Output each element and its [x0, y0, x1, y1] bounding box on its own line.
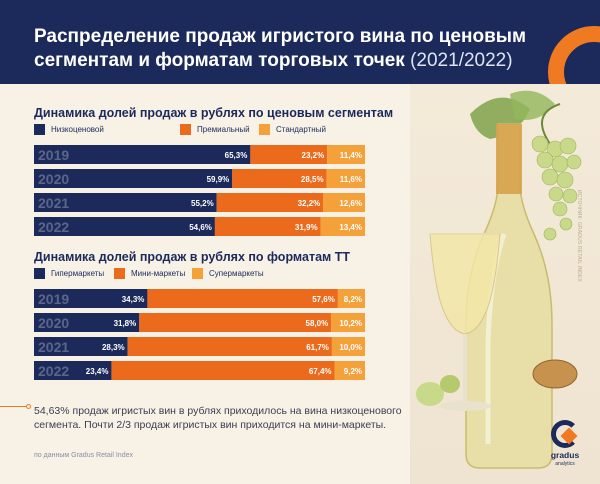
chart1-year-2022: 2022 — [38, 219, 69, 235]
chart2-legend-swatch-2 — [114, 268, 125, 279]
header-banner: Распределение продаж игристого вина по ц… — [0, 0, 600, 84]
chart1-bar-2020-1 — [34, 169, 233, 188]
chart2-bar-2022-2 — [111, 361, 335, 380]
chart1-legend-swatch-1 — [34, 124, 45, 135]
chart1-bar-2019-2 — [250, 145, 328, 164]
summary-divider — [0, 406, 26, 407]
gradus-logo: gradus analytics — [545, 420, 585, 472]
chart1-bar-2020-2 — [232, 169, 327, 188]
chart2-label-2019-1: 34,3% — [122, 295, 145, 304]
chart1-bar-2022-1 — [34, 217, 215, 236]
chart1-legend-item-1: Низкоценовой — [34, 124, 104, 135]
chart2-label-2020-2: 58,0% — [306, 319, 329, 328]
chart2-legend-label-2: Мини-маркеты — [131, 269, 186, 278]
chart1-bar-2022-2 — [214, 217, 321, 236]
chart2-label-2019-3: 8,2% — [344, 295, 362, 304]
chart1-legend-label-3: Стандартный — [276, 125, 326, 134]
chart1-label-2019-3: 11,4% — [340, 151, 362, 160]
chart1-bar-2020-3 — [326, 169, 365, 188]
chart2-year-2019: 2019 — [38, 291, 69, 307]
chart2-bar-2019-2 — [147, 289, 338, 308]
chart1-label-2019-2: 23,2% — [302, 151, 325, 160]
chart2-year-2021: 2021 — [38, 339, 69, 355]
chart2-label-2020-1: 31,8% — [114, 319, 137, 328]
chart2-bar-2021-3 — [331, 337, 365, 356]
chart1-year-2021: 2021 — [38, 195, 69, 211]
logo-sub: analytics — [555, 461, 575, 467]
chart2-label-2022-1: 23,4% — [86, 367, 109, 376]
chart2-bar-2019-1 — [34, 289, 148, 308]
chart1-legend-item-3: Стандартный — [259, 124, 326, 135]
chart1-label-2021-3: 12,6% — [339, 199, 362, 208]
chart1-title: Динамика долей продаж в рублях по ценовы… — [34, 106, 394, 120]
chart2-legend-label-1: Гипермаркеты — [51, 269, 105, 278]
chart1-label-2022-2: 31,9% — [295, 223, 318, 232]
chart1-label-2021-2: 32,2% — [298, 199, 321, 208]
chart2-legend-item-1: Гипермаркеты — [34, 268, 104, 279]
chart1-label-2022-1: 54,6% — [189, 223, 212, 232]
chart2-bar-2019-3 — [337, 289, 365, 308]
chart1-label-2020-1: 59,9% — [207, 175, 230, 184]
chart1-legend-swatch-3 — [259, 124, 270, 135]
chart1-label-2020-3: 11,6% — [340, 175, 362, 184]
chart2-label-2019-2: 57,6% — [312, 295, 335, 304]
chart1-year-2020: 2020 — [38, 171, 69, 187]
chart2-legend-item-2: Мини-маркеты — [114, 268, 185, 279]
chart2-label-2021-2: 61,7% — [306, 343, 329, 352]
chart2-bar-2022-3 — [334, 361, 365, 380]
logo-name: gradus — [550, 450, 580, 460]
chart1-label-2019-1: 65,3% — [225, 151, 248, 160]
chart1-legend-item-2: Премиальный — [180, 124, 250, 135]
chart1-legend-label-1: Низкоценовой — [51, 125, 104, 134]
chart1-bar-2021-2 — [216, 193, 324, 212]
chart2-bar-2021-2 — [127, 337, 332, 356]
source-note: по данным Gradus Retail Index — [34, 452, 133, 459]
chart2-bar-2020-2 — [139, 313, 332, 332]
chart2-legend-item-3: Супермаркеты — [192, 268, 264, 279]
chart1-legend-label-2: Премиальный — [197, 125, 250, 134]
chart2-label-2022-3: 9,2% — [344, 367, 362, 376]
summary-bullet — [26, 404, 31, 409]
chart2-year-2020: 2020 — [38, 315, 69, 331]
chart2-bar-2022-1 — [34, 361, 112, 380]
chart1-label-2021-1: 55,2% — [191, 199, 214, 208]
summary-text: 54,63% продаж игристых вин в рублях прих… — [34, 405, 402, 431]
chart1-label-2020-2: 28,5% — [301, 175, 324, 184]
chart2-bar-2020-3 — [331, 313, 365, 332]
chart2-legend-swatch-1 — [34, 268, 45, 279]
chart2-label-2021-3: 10,0% — [339, 343, 362, 352]
chart1-legend-swatch-2 — [180, 124, 191, 135]
chart1-bar-2021-3 — [323, 193, 365, 212]
chart2-legend-label-3: Супермаркеты — [209, 269, 264, 278]
chart2-label-2021-1: 28,3% — [102, 343, 125, 352]
chart1-year-2019: 2019 — [38, 147, 69, 163]
illustration-bottle-glass-grapes — [416, 90, 582, 469]
chart2-title: Динамика долей продаж в рублях по формат… — [34, 250, 351, 264]
chart2-label-2022-2: 67,4% — [309, 367, 332, 376]
page-title-line2: сегментам и форматам торговых точек (202… — [34, 50, 513, 72]
chart2-bar-2020-1 — [34, 313, 140, 332]
chart2-bar-2021-1 — [34, 337, 128, 356]
chart1-bar-2021-1 — [34, 193, 217, 212]
page-title-line2-text: сегментам и форматам торговых точек — [34, 50, 405, 71]
chart1-label-2022-3: 13,4% — [339, 223, 362, 232]
page-title-years: (2021/2022) — [410, 50, 513, 71]
chart2-legend-swatch-3 — [192, 268, 203, 279]
chart2-year-2022: 2022 — [38, 363, 69, 379]
logo-g-ring — [551, 420, 579, 448]
chart1-bar-2019-1 — [34, 145, 251, 164]
page-title-line1: Распределение продаж игристого вина по ц… — [34, 26, 527, 47]
chart2-label-2020-3: 10,2% — [339, 319, 362, 328]
chart1-bar-2022-3 — [320, 217, 365, 236]
chart1-bar-2019-3 — [327, 145, 365, 164]
